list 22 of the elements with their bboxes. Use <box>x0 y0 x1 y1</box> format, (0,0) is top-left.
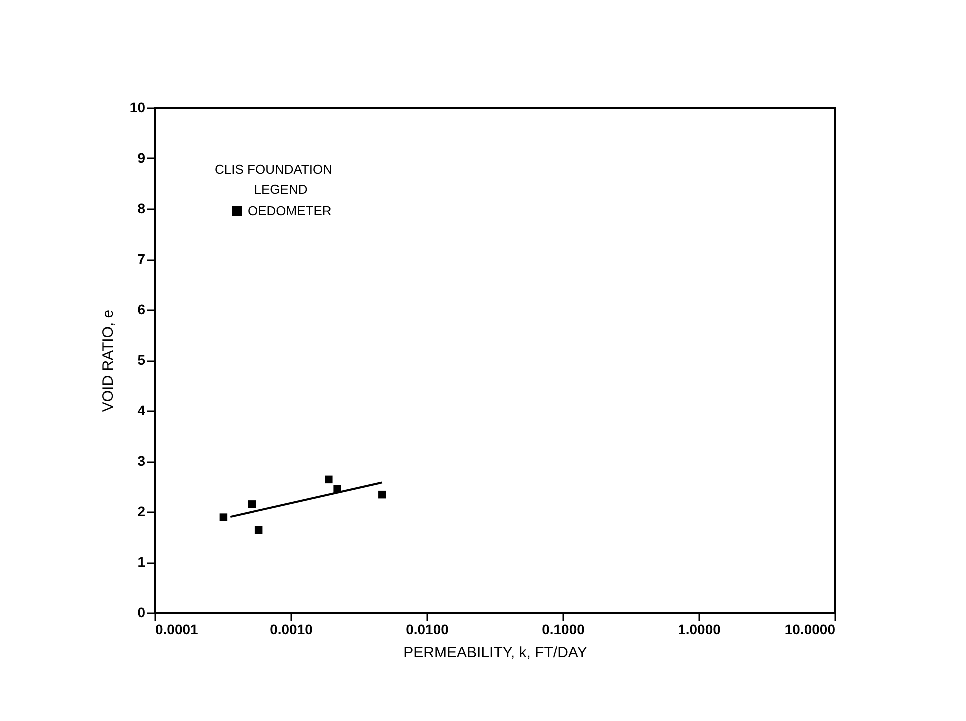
annotation: CLIS FOUNDATION <box>215 162 332 177</box>
y-tick-label: 2 <box>138 504 146 520</box>
y-tick-label: 6 <box>138 302 146 318</box>
y-tick-label: 0 <box>138 604 146 620</box>
y-tick-label: 3 <box>138 453 146 469</box>
y-tick-label: 10 <box>130 100 146 116</box>
y-tick-label: 4 <box>138 402 146 418</box>
x-axis-title: PERMEABILITY, k, FT/DAY <box>404 644 588 662</box>
y-tick-label: 8 <box>138 200 146 216</box>
x-tick-label: 0.0100 <box>406 622 450 638</box>
y-tick-label: 5 <box>138 352 146 368</box>
legend-title: LEGEND <box>254 182 308 197</box>
y-tick-label: 9 <box>138 150 146 166</box>
x-tick-label: 0.0001 <box>156 622 199 638</box>
x-tick-label: 10.0000 <box>784 622 836 638</box>
y-tick-label: 7 <box>138 251 146 267</box>
x-tick-label: 0.0010 <box>270 622 314 638</box>
x-tick-label: 0.1000 <box>542 622 586 638</box>
legend-label: OEDOMETER <box>248 204 332 218</box>
x-tick-label: 1.0000 <box>678 622 722 638</box>
y-tick-label: 1 <box>138 554 146 570</box>
y-axis-title: VOID RATIO, e <box>100 310 117 412</box>
